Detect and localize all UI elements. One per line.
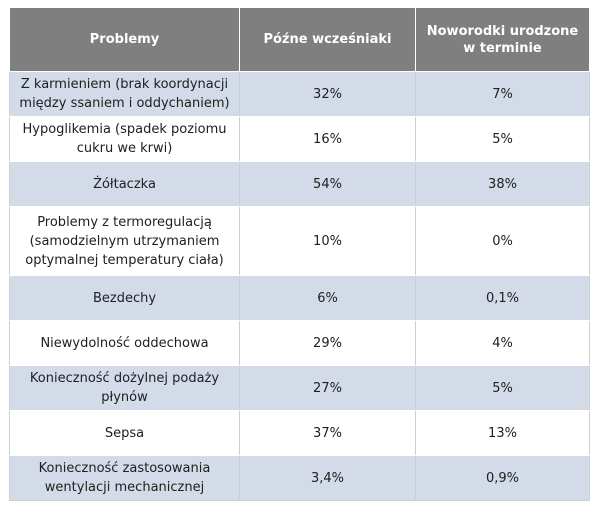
term-value: 4% <box>415 320 590 366</box>
table-row: Z karmieniem (brak koordynacji między ss… <box>9 71 590 117</box>
problem-cell: Bezdechy <box>9 275 240 321</box>
table-row: Sepsa 37% 13% <box>9 410 590 456</box>
table-row: Niewydolność oddechowa 29% 4% <box>9 320 590 366</box>
term-value: 38% <box>415 161 590 207</box>
problem-cell: Z karmieniem (brak koordynacji między ss… <box>9 71 240 117</box>
problem-cell: Hypoglikemia (spadek poziomu cukru we kr… <box>9 116 240 162</box>
problem-cell: Sepsa <box>9 410 240 456</box>
problem-cell: Konieczność zastosowania wentylacji mech… <box>9 455 240 501</box>
term-value: 13% <box>415 410 590 456</box>
term-value: 7% <box>415 71 590 117</box>
table-row: Problemy z termoregulacją (samodzielnym … <box>9 206 590 276</box>
comparison-table-container: Problemy Późne wcześniaki Noworodki urod… <box>9 7 590 507</box>
comparison-table: Problemy Późne wcześniaki Noworodki urod… <box>9 7 590 501</box>
table-row: Bezdechy 6% 0,1% <box>9 275 590 321</box>
header-late-preterm: Późne wcześniaki <box>239 7 416 72</box>
table-header-row: Problemy Późne wcześniaki Noworodki urod… <box>9 7 590 72</box>
late-preterm-value: 29% <box>239 320 416 366</box>
term-value: 0,1% <box>415 275 590 321</box>
term-value: 5% <box>415 116 590 162</box>
late-preterm-value: 32% <box>239 71 416 117</box>
problem-cell: Problemy z termoregulacją (samodzielnym … <box>9 206 240 276</box>
header-problems: Problemy <box>9 7 240 72</box>
late-preterm-value: 10% <box>239 206 416 276</box>
late-preterm-value: 3,4% <box>239 455 416 501</box>
table-row: Hypoglikemia (spadek poziomu cukru we kr… <box>9 116 590 162</box>
term-value: 0,9% <box>415 455 590 501</box>
late-preterm-value: 54% <box>239 161 416 207</box>
term-value: 5% <box>415 365 590 411</box>
problem-cell: Konieczność dożylnej podaży płynów <box>9 365 240 411</box>
late-preterm-value: 6% <box>239 275 416 321</box>
problem-cell: Niewydolność oddechowa <box>9 320 240 366</box>
table-row: Konieczność zastosowania wentylacji mech… <box>9 455 590 501</box>
table-row: Konieczność dożylnej podaży płynów 27% 5… <box>9 365 590 411</box>
header-term-newborns: Noworodki urodzone w terminie <box>415 7 590 72</box>
term-value: 0% <box>415 206 590 276</box>
table-row: Żółtaczka 54% 38% <box>9 161 590 207</box>
problem-cell: Żółtaczka <box>9 161 240 207</box>
late-preterm-value: 37% <box>239 410 416 456</box>
late-preterm-value: 16% <box>239 116 416 162</box>
late-preterm-value: 27% <box>239 365 416 411</box>
